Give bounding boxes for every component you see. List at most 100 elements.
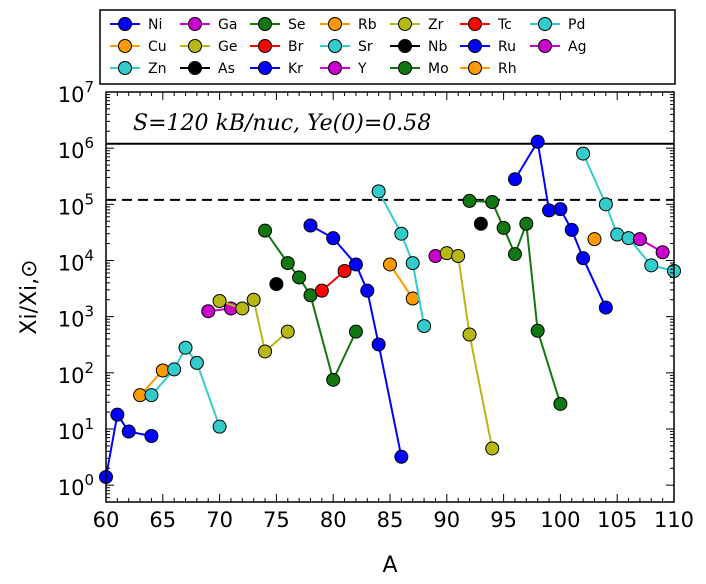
legend-item-ga: Ga <box>180 17 237 33</box>
legend-item-rb: Rb <box>320 17 377 33</box>
legend-item-cu: Cu <box>110 39 167 55</box>
series-zn <box>144 340 227 434</box>
data-point-ga <box>201 304 216 319</box>
data-point-zr <box>439 246 454 261</box>
data-point-ru <box>598 300 613 315</box>
legend-marker <box>188 17 202 31</box>
x-tick-label: 80 <box>320 508 347 532</box>
data-point-sr <box>417 319 432 334</box>
legend-item-pd: Pd <box>530 17 585 33</box>
data-point-sr <box>405 256 420 271</box>
data-point-as <box>269 277 284 292</box>
legend-label: Rh <box>498 61 517 77</box>
x-axis-title: A <box>382 553 397 578</box>
x-tick-label: 75 <box>263 508 290 532</box>
y-axis-title: Xi/Xi,⊙ <box>17 259 42 334</box>
data-point-ru <box>576 251 591 266</box>
series-ag <box>632 232 670 260</box>
series-line-sr <box>377 190 426 327</box>
series-line-ni <box>105 412 152 478</box>
series-br <box>314 264 352 298</box>
data-point-kr <box>326 231 341 246</box>
legend-item-kr: Kr <box>250 61 303 77</box>
legend-label: Ag <box>568 39 586 55</box>
data-point-kr <box>348 257 363 272</box>
legend-item-tc: Tc <box>460 17 512 33</box>
legend-marker <box>188 39 202 53</box>
legend-label: Kr <box>288 61 303 77</box>
data-point-zn <box>144 388 159 403</box>
data-point-kr <box>371 337 386 352</box>
series-y <box>428 249 443 264</box>
legend-label: Zr <box>428 17 444 33</box>
x-tick-label: 95 <box>490 508 517 532</box>
series-se <box>258 223 363 387</box>
legend-label: Nb <box>428 39 447 55</box>
legend-marker <box>468 39 482 53</box>
legend-marker <box>398 61 412 75</box>
data-point-sr <box>394 226 409 241</box>
series-ge <box>212 292 295 359</box>
reference-lines <box>106 142 674 201</box>
data-point-pd <box>576 146 591 161</box>
data-point-zn <box>189 355 204 370</box>
data-point-mo <box>496 220 511 235</box>
series-kr <box>303 218 409 464</box>
data-point-mo <box>462 193 477 208</box>
plot-area: 60 65 70 75 80 85 90 95 100 105 110 100 101 102 103 104… <box>58 78 694 532</box>
data-point-pd <box>644 258 659 273</box>
data-point-br <box>337 264 352 279</box>
data-point-rh <box>587 232 602 247</box>
data-point-se <box>326 372 341 387</box>
data-point-ge <box>212 294 227 309</box>
data-point-y <box>428 249 443 264</box>
x-tick-label: 70 <box>206 508 233 532</box>
data-point-ru <box>553 202 568 217</box>
legend-marker <box>328 39 342 53</box>
data-point-rb <box>383 257 397 272</box>
data-point-zr <box>485 441 500 456</box>
y-tick-label: 101 <box>58 415 94 444</box>
annotation-label: S=120 kB/nuc, Ye(0)=0.58 <box>133 111 431 136</box>
legend-marker <box>188 61 202 75</box>
legend-label: Ga <box>218 17 237 33</box>
data-point-zn <box>167 362 182 377</box>
legend-marker <box>118 17 132 31</box>
legend: Ni Cu Zn Ga Ge As Se Br Kr Rb Sr Y Zr Nb Mo Tc Ru Rh Pd Ag <box>99 9 676 85</box>
data-point-se <box>280 256 295 271</box>
x-tick-label: 110 <box>654 508 694 532</box>
legend-marker <box>258 61 272 75</box>
x-tick-label: 65 <box>149 508 176 532</box>
series-rb <box>383 257 420 306</box>
data-point-kr <box>303 218 318 233</box>
legend-marker <box>468 61 482 75</box>
legend-item-ag: Ag <box>530 39 586 55</box>
y-tick-label: 104 <box>58 246 94 275</box>
legend-item-y: Y <box>320 61 367 77</box>
series-rh <box>587 232 602 247</box>
legend-label: Sr <box>358 39 373 55</box>
legend-marker <box>118 61 132 75</box>
legend-item-mo: Mo <box>390 61 449 77</box>
data-point-zr <box>451 249 466 264</box>
series-sr <box>371 184 432 334</box>
legend-item-sr: Sr <box>320 39 373 55</box>
data-point-kr <box>394 449 409 464</box>
data-point-ge <box>246 292 261 307</box>
legend-item-zr: Zr <box>390 17 444 33</box>
data-point-ru <box>530 134 545 149</box>
legend-label: Tc <box>497 17 512 33</box>
data-point-ni <box>121 424 136 439</box>
y-tick-label: 102 <box>58 359 94 388</box>
y-tick-label: 106 <box>58 134 94 163</box>
series-mo <box>462 193 568 411</box>
data-point-rb <box>405 291 420 306</box>
data-point-ag <box>632 232 647 247</box>
x-tick-label: 60 <box>93 508 120 532</box>
legend-item-ge: Ge <box>180 39 237 55</box>
data-point-mo <box>530 323 545 338</box>
legend-label: Y <box>357 61 367 77</box>
x-tick-label: 100 <box>540 508 580 532</box>
series-nb <box>473 216 488 231</box>
